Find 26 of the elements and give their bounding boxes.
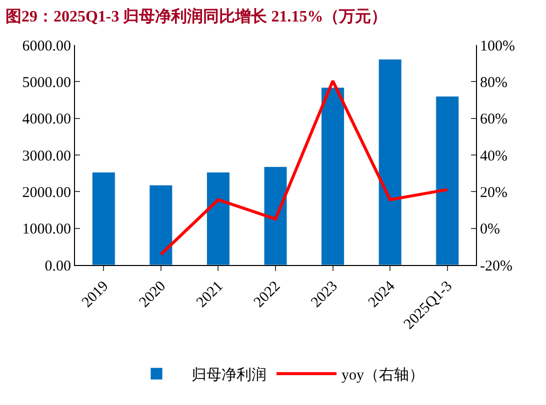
y-tick-label: 3000.00	[22, 148, 71, 164]
bar	[92, 172, 116, 265]
bar	[149, 184, 173, 265]
legend-label: yoy（右轴）	[342, 366, 424, 384]
chart-title: 图29：2025Q1-3 归母净利润同比增长 21.15%（万元）	[5, 7, 388, 26]
y-tick-label: 5000.00	[22, 74, 71, 91]
y-tick-label: 2000.00	[22, 184, 71, 201]
y2-tick-label: 0%	[480, 222, 500, 238]
y-tick-label: 1000.00	[22, 222, 71, 238]
y-tick-label: 6000.00	[22, 38, 71, 54]
y2-tick-label: 100%	[480, 38, 515, 54]
y-tick-label: 4000.00	[22, 112, 71, 128]
y-tick-label: 0.00	[44, 258, 71, 274]
line-series	[159, 79, 449, 256]
bar	[378, 59, 402, 265]
legend-label: 归母净利润	[192, 366, 266, 384]
y2-tick-label: 40%	[480, 148, 508, 164]
bar	[264, 166, 288, 265]
bar	[206, 172, 230, 265]
y2-tick-label: -20%	[480, 258, 512, 274]
x-tick-label: 2021	[194, 278, 226, 311]
y2-tick-label: 80%	[480, 74, 508, 91]
bar	[436, 96, 460, 265]
bar	[321, 87, 344, 265]
y2-tick-label: 60%	[480, 112, 508, 128]
y2-tick-label: 20%	[480, 184, 508, 201]
